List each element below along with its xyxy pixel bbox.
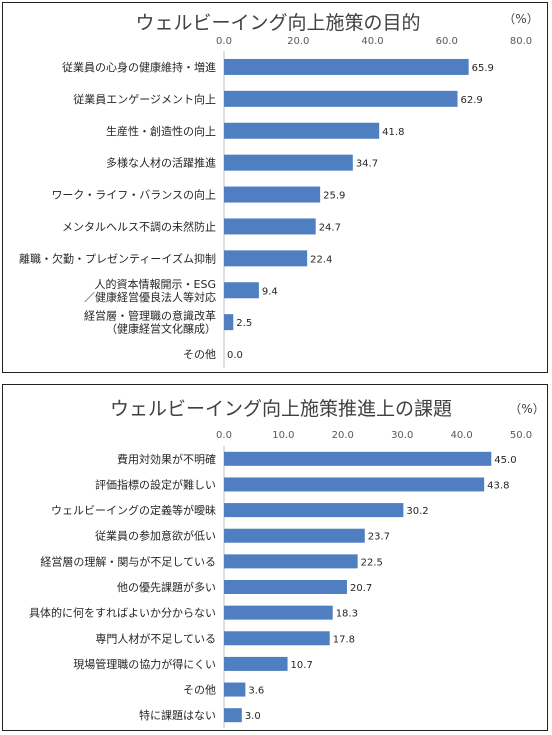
- value-label: 10.7: [291, 660, 313, 671]
- category-label: 費用対効果が不明確: [117, 452, 216, 466]
- x-tick-label: 80.0: [510, 36, 532, 47]
- bar: [224, 90, 458, 107]
- value-label: 22.5: [361, 557, 383, 568]
- x-tick-label: 50.0: [510, 430, 532, 441]
- category-label: 他の優先課題が多い: [117, 580, 216, 594]
- chart-issues-panel: ウェルビーイング向上施策推進上の課題 （%） 0.0 10.0 20.0 30.0 40…: [2, 384, 548, 731]
- bar: [224, 528, 365, 543]
- value-label: 65.9: [472, 63, 494, 74]
- x-tick-label: 10.0: [272, 430, 294, 441]
- bar: [224, 58, 469, 75]
- bar: [224, 656, 288, 671]
- value-label: 9.4: [262, 286, 278, 297]
- category-label: 離職・欠勤・プレゼンティーイズム抑制: [19, 251, 216, 265]
- x-tick-label: 60.0: [436, 36, 458, 47]
- value-label: 20.7: [350, 583, 372, 594]
- chart-purpose: ウェルビーイング向上施策の目的 （%） 0.0 20.0 40.0 60.0 80.0 …: [19, 12, 539, 368]
- category-label: ウェルビーイングの定義等が曖昧: [51, 503, 216, 517]
- bar: [224, 282, 259, 299]
- category-label: 従業員の心身の健康維持・増進: [62, 60, 216, 74]
- x-tick-label: 40.0: [450, 430, 472, 441]
- value-label: 22.4: [310, 254, 332, 265]
- unit-label: （%）: [503, 12, 538, 26]
- bar: [224, 605, 333, 620]
- value-label: 3.0: [245, 711, 261, 722]
- category-label: 人的資本情報開示・ESG: [95, 277, 216, 291]
- value-label: 23.7: [368, 532, 390, 543]
- value-label: 2.5: [236, 318, 252, 329]
- category-label: 特に課題はない: [139, 708, 216, 722]
- bar: [224, 477, 485, 492]
- bar: [224, 580, 347, 594]
- category-label: メンタルヘルス不調の未然防止: [62, 219, 216, 233]
- category-label: 従業員エンゲージメント向上: [73, 92, 216, 106]
- bar: [224, 218, 316, 235]
- category-label: ワーク・ライフ・バランスの向上: [51, 188, 216, 202]
- category-label: 現場管理職の協力が得にくい: [73, 657, 216, 671]
- x-tick-labels: 0.0 20.0 40.0 60.0 80.0: [216, 36, 532, 47]
- bar: [224, 250, 308, 267]
- value-label: 24.7: [319, 222, 341, 233]
- x-tick-label: 40.0: [361, 36, 383, 47]
- value-label: 62.9: [461, 95, 483, 106]
- bars: 65.9 従業員の心身の健康維持・増進 62.9 従業員エンゲージメント向上 41.8 生…: [19, 58, 494, 361]
- category-label: ／健康経営優良法人等対応: [84, 290, 216, 304]
- category-label: 経営層・管理職の意識改革: [84, 309, 216, 323]
- chart-issues: ウェルビーイング向上施策推進上の課題 （%） 0.0 10.0 20.0 30.0 40…: [29, 398, 545, 728]
- x-tick-label: 30.0: [391, 430, 413, 441]
- chart-purpose-panel: ウェルビーイング向上施策の目的 （%） 0.0 20.0 40.0 60.0 80.0 …: [2, 2, 548, 373]
- category-label: 多様な人材の活躍推進: [106, 156, 216, 170]
- x-tick-label: 0.0: [216, 430, 232, 441]
- category-label: 生産性・創造性の向上: [106, 124, 216, 138]
- bar: [224, 122, 380, 139]
- chart-title: ウェルビーイング向上施策の目的: [135, 12, 420, 34]
- value-label: 34.7: [356, 159, 378, 170]
- value-label: 3.6: [248, 686, 264, 697]
- category-label: 従業員の参加意欲が低い: [95, 529, 216, 543]
- category-label: 専門人材が不足している: [95, 631, 216, 645]
- value-label: 25.9: [323, 191, 345, 202]
- value-label: 18.3: [336, 609, 358, 620]
- value-label: 30.2: [406, 506, 428, 517]
- value-label: 17.8: [333, 634, 355, 645]
- bar: [224, 682, 246, 697]
- x-tick-labels: 0.0 10.0 20.0 30.0 40.0 50.0: [216, 430, 532, 441]
- value-label: 43.8: [487, 480, 509, 491]
- value-label: 41.8: [382, 127, 404, 138]
- x-tick-label: 20.0: [332, 430, 354, 441]
- category-label: その他: [183, 348, 216, 361]
- category-label: その他: [183, 684, 216, 697]
- bars: 45.0 費用対効果が不明確 43.8 評価指標の設定が難しい 30.2 ウェルビーイング…: [29, 451, 517, 723]
- category-label: 経営層の理解・関与が不足している: [40, 554, 216, 568]
- chart-title: ウェルビーイング向上施策推進上の課題: [110, 398, 452, 420]
- category-label: 具体的に何をすればよいか分からない: [29, 606, 216, 620]
- bar: [224, 503, 404, 518]
- category-label: （健康経営文化醸成）: [106, 322, 216, 336]
- bar: [224, 631, 330, 646]
- bar: [224, 186, 321, 203]
- unit-label: （%）: [509, 402, 544, 416]
- value-label: 45.0: [494, 455, 516, 466]
- value-label: 0.0: [227, 350, 243, 361]
- x-tick-label: 0.0: [216, 36, 232, 47]
- bar: [224, 314, 234, 331]
- x-tick-label: 20.0: [287, 36, 309, 47]
- category-label: 評価指標の設定が難しい: [95, 477, 216, 491]
- bar: [224, 708, 242, 723]
- bar: [224, 554, 358, 569]
- bar: [224, 451, 492, 466]
- bar: [224, 154, 353, 171]
